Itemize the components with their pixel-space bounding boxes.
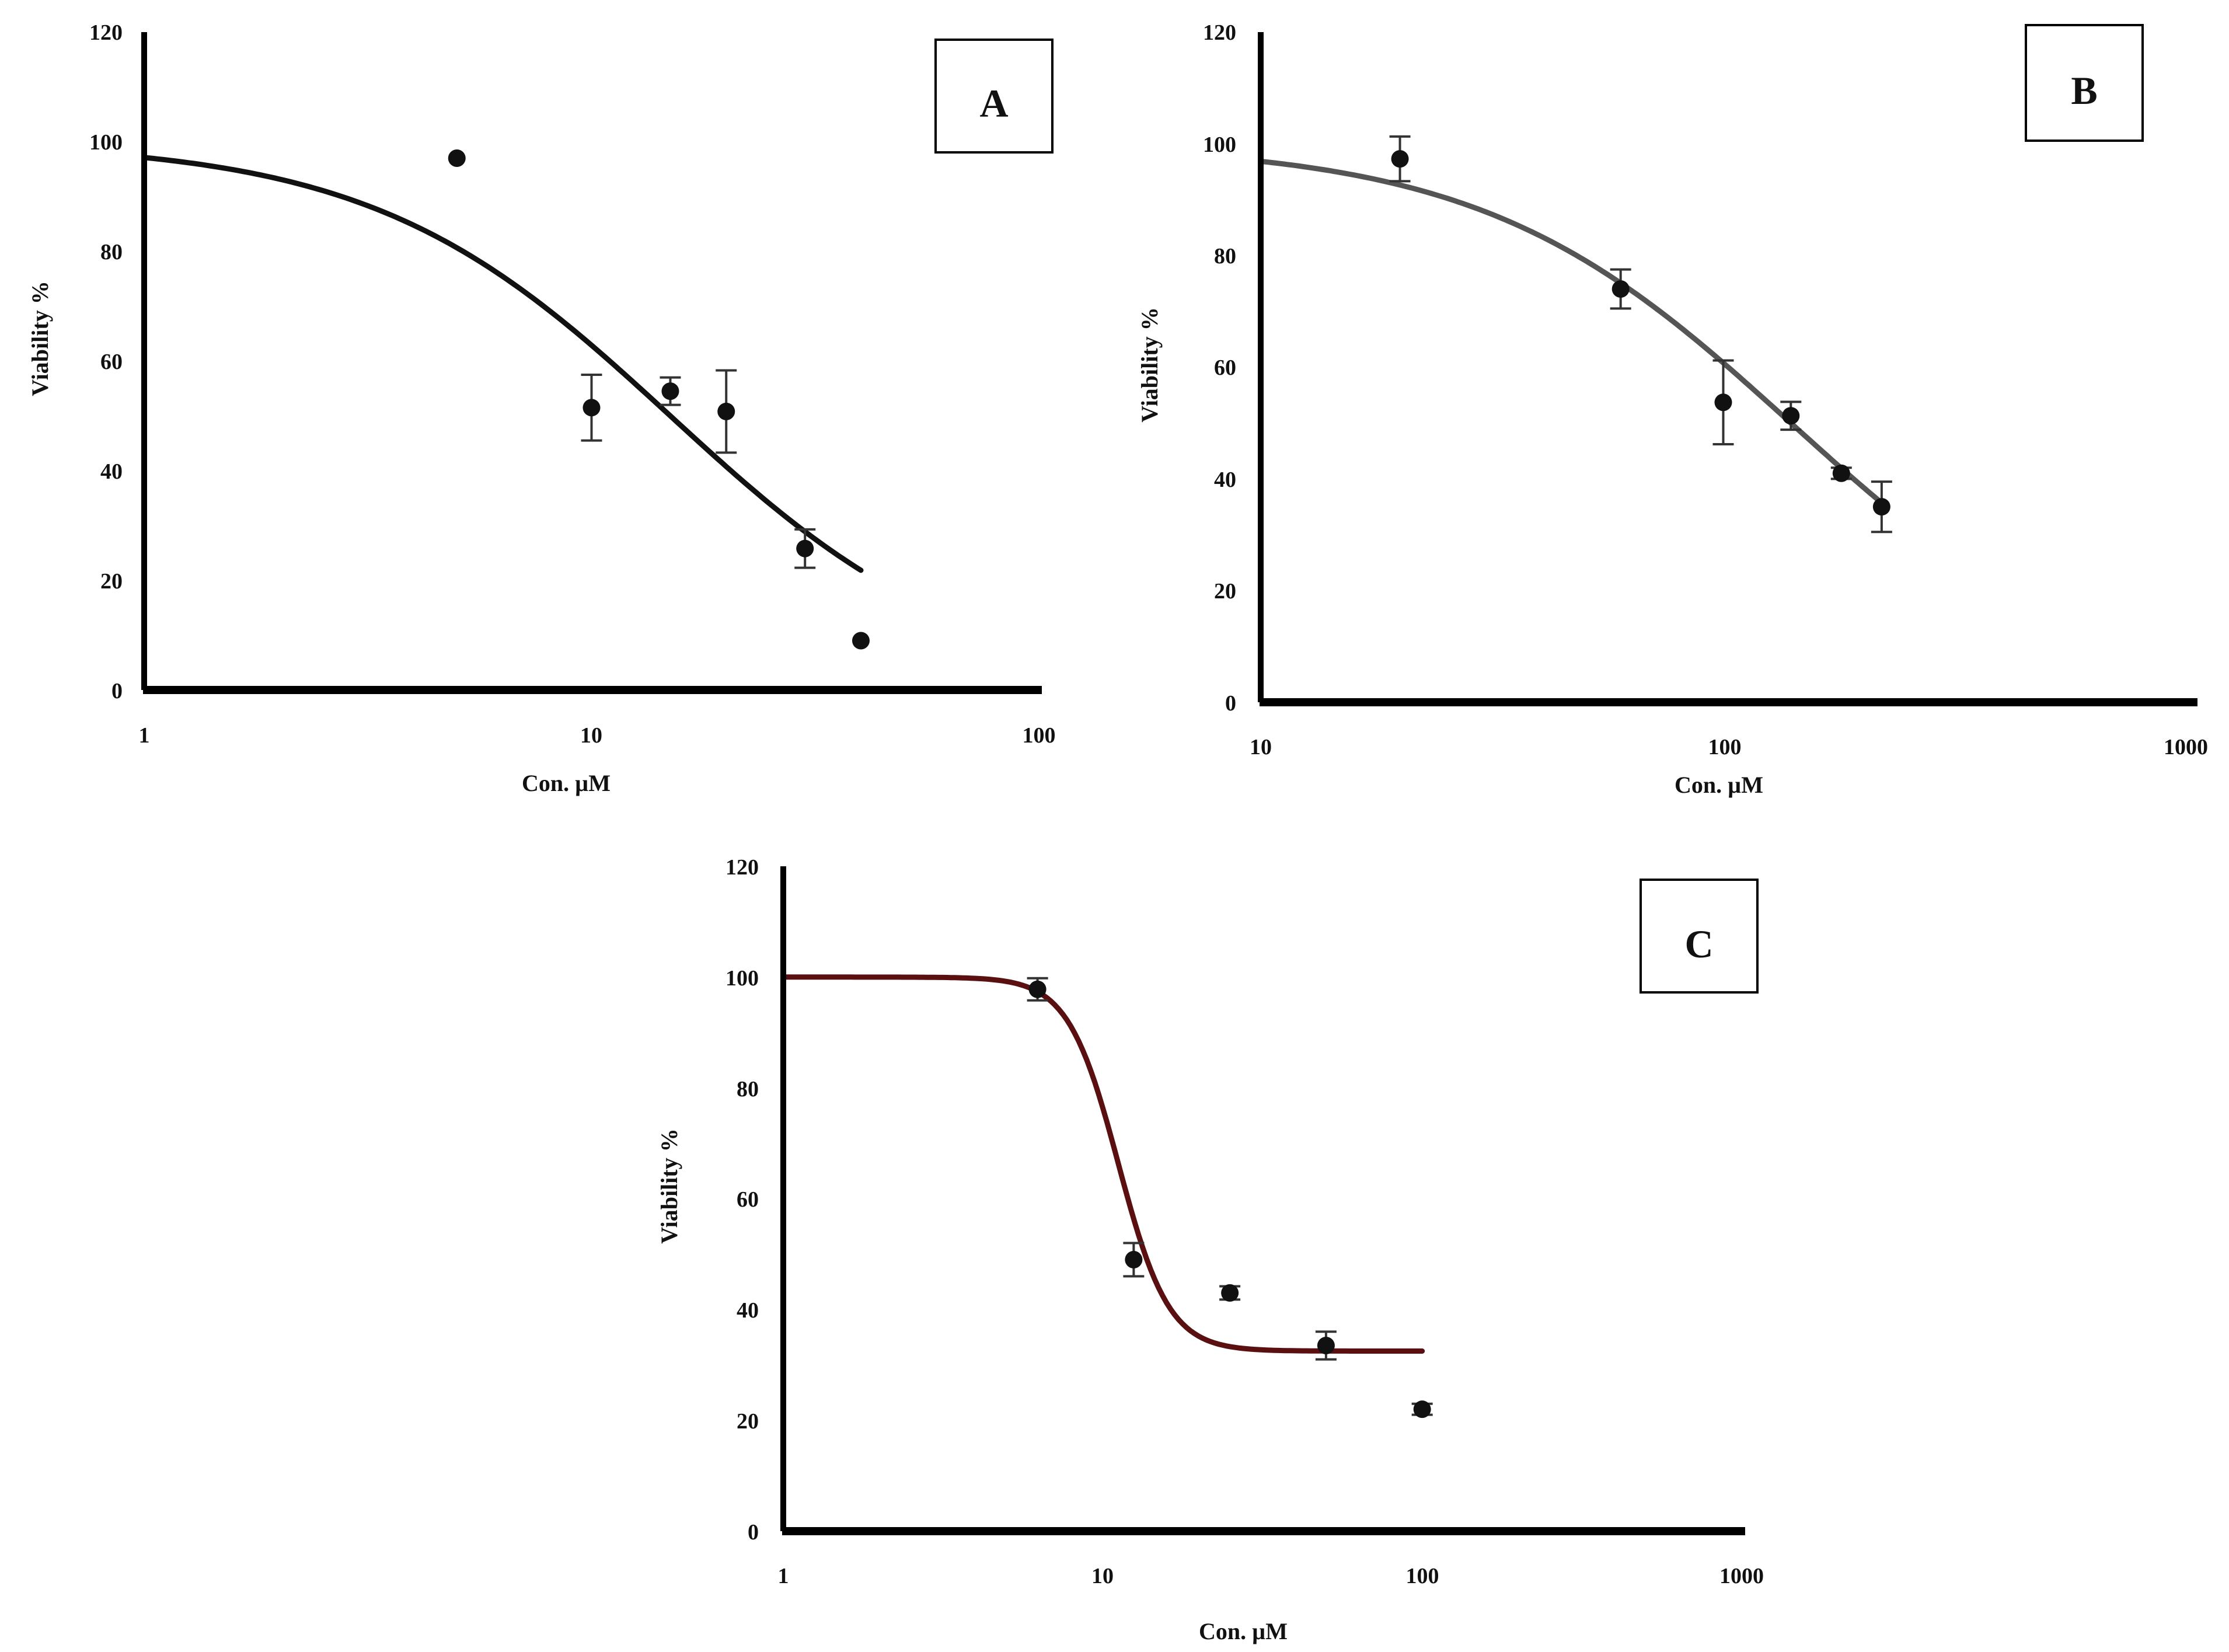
panel-b-data-point (1832, 464, 1850, 482)
panel-a-y-tick: 80 (100, 240, 123, 264)
panel-b-y-tick: 0 (1225, 691, 1236, 716)
panel-c-letter: C (1684, 922, 1713, 966)
panel-b-y-tick: 100 (1203, 133, 1236, 157)
panel-b-data-point (1391, 150, 1409, 168)
panel-c-x-tick: 1 (778, 1564, 789, 1588)
panel-a-data-point (661, 382, 679, 400)
panel-c-data-point (1028, 980, 1047, 998)
panel-b-y-tick: 40 (1214, 468, 1236, 492)
panel-a-y-tick: 60 (100, 350, 123, 374)
panel-a: 120 100 80 60 40 20 0 1 10 100 Con. µM V… (27, 20, 1056, 796)
panel-c-y-tick: 20 (737, 1409, 759, 1434)
panel-b-data-point (1872, 498, 1890, 516)
panel-c-y-tick: 80 (737, 1077, 759, 1102)
panel-c-y-axis-label: Viability % (656, 1128, 682, 1243)
panel-b-letter: B (2071, 68, 2097, 113)
panel-a-y-tick: 120 (89, 20, 123, 45)
panel-a-data-point (796, 539, 814, 557)
panel-c-x-tick: 1000 (1719, 1564, 1764, 1588)
panel-c-fit-curve (780, 974, 1425, 1354)
panel-c-x-axis-label: Con. µM (1199, 1618, 1288, 1644)
panel-c-y-tick: 0 (748, 1520, 759, 1545)
panel-c-data-point (1221, 1284, 1239, 1302)
panel-c-y-tick: 60 (737, 1187, 759, 1212)
panel-b-x-tick: 1000 (2164, 735, 2208, 759)
panel-a-x-tick: 10 (580, 723, 602, 748)
panel-a-fit-curve (141, 155, 864, 573)
panel-b-y-tick: 80 (1214, 244, 1236, 269)
panel-b-x-axis-label: Con. µM (1675, 772, 1763, 798)
panel-b-y-tick: 20 (1214, 579, 1236, 604)
panel-b-x-tick: 100 (1708, 735, 1742, 759)
panel-c-y-tick: 100 (725, 966, 759, 991)
panel-a-x-tick: 100 (1023, 723, 1056, 748)
panel-c-y-tick: 120 (725, 855, 759, 880)
panel-b-data-point (1611, 280, 1630, 298)
panel-b-letter-box (2025, 24, 2144, 142)
panel-b-data-point (1714, 393, 1732, 412)
panel-a-data-point (852, 632, 870, 650)
panel-c-data-point (1125, 1250, 1143, 1268)
panel-a-data-point (448, 149, 466, 168)
panel-a-y-axis-label: Viability % (27, 281, 53, 396)
panel-a-x-axis-label: Con. µM (522, 770, 611, 796)
panel-a-data-point (717, 402, 735, 420)
panel-a-y-tick: 0 (111, 679, 123, 703)
panel-b-data-point (1782, 407, 1800, 425)
panel-c-x-tick: 100 (1406, 1564, 1439, 1588)
panel-c: 120 100 80 60 40 20 0 1 10 100 1000 Con.… (656, 855, 1764, 1644)
panel-b-x-tick: 10 (1250, 735, 1272, 759)
panel-b-y-tick: 60 (1214, 356, 1236, 380)
panel-c-y-tick: 40 (737, 1298, 759, 1323)
panel-c-x-tick: 10 (1091, 1564, 1114, 1588)
panel-a-data-point (582, 399, 601, 417)
panel-a-y-tick: 40 (100, 459, 123, 484)
panel-a-series (141, 149, 870, 650)
panel-c-data-point (1413, 1400, 1431, 1419)
panel-a-y-tick: 100 (89, 130, 123, 155)
panel-b: 120 100 80 60 40 20 0 10 100 1000 Con. µ… (1136, 20, 2208, 798)
panel-a-x-tick: 1 (139, 723, 150, 748)
panel-c-series (780, 974, 1433, 1419)
panel-b-series (1258, 135, 1892, 534)
panel-a-y-tick: 20 (100, 569, 123, 594)
panel-a-letter-box (934, 39, 1054, 154)
panel-b-fit-curve (1258, 158, 1885, 506)
panel-b-y-axis-label: Viability % (1136, 307, 1163, 422)
panel-b-y-tick: 120 (1203, 20, 1236, 45)
panel-c-letter-box (1640, 879, 1759, 994)
panel-a-letter: A (979, 81, 1008, 126)
panel-c-data-point (1317, 1337, 1335, 1355)
